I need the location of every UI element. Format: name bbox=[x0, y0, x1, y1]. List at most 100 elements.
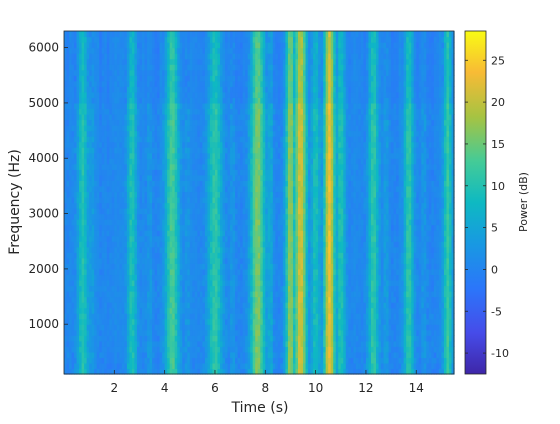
heatmap-cell bbox=[252, 174, 256, 181]
heatmap-cell bbox=[104, 58, 108, 65]
heatmap-cell bbox=[126, 53, 131, 60]
heatmap-cell bbox=[147, 75, 151, 82]
heatmap-cell bbox=[79, 64, 83, 71]
heatmap-cell bbox=[116, 196, 120, 204]
heatmap-cell bbox=[192, 42, 196, 49]
heatmap-cell bbox=[111, 307, 115, 314]
heatmap-cell bbox=[86, 357, 90, 364]
heatmap-cell bbox=[235, 230, 239, 237]
heatmap-cell bbox=[129, 368, 133, 375]
heatmap-cell bbox=[126, 241, 131, 248]
heatmap-cell bbox=[250, 279, 254, 287]
heatmap-cell bbox=[260, 257, 264, 264]
heatmap-cell bbox=[101, 97, 105, 104]
heatmap-cell bbox=[84, 340, 88, 347]
heatmap-cell bbox=[194, 285, 198, 292]
heatmap-cell bbox=[204, 268, 209, 276]
heatmap-cell bbox=[121, 91, 125, 98]
heatmap-cell bbox=[255, 169, 259, 176]
heatmap-cell bbox=[242, 169, 246, 176]
heatmap-cell bbox=[257, 141, 261, 148]
heatmap-cell bbox=[207, 313, 211, 320]
heatmap-cell bbox=[245, 174, 249, 181]
heatmap-cell bbox=[235, 252, 239, 259]
heatmap-cell bbox=[111, 230, 115, 237]
heatmap-cell bbox=[86, 97, 90, 104]
heatmap-cell bbox=[194, 318, 198, 325]
heatmap-cell bbox=[149, 97, 153, 104]
heatmap-cell bbox=[94, 302, 98, 309]
heatmap-cell bbox=[116, 263, 120, 270]
heatmap-cell bbox=[204, 136, 209, 143]
heatmap-cell bbox=[202, 80, 206, 87]
heatmap-cell bbox=[131, 274, 136, 281]
heatmap-cell bbox=[209, 307, 214, 314]
heatmap-cell bbox=[164, 202, 168, 209]
heatmap-cell bbox=[250, 235, 254, 242]
heatmap-cell bbox=[147, 119, 151, 126]
heatmap-cell bbox=[220, 53, 224, 60]
heatmap-cell bbox=[84, 36, 88, 43]
heatmap-cell bbox=[139, 263, 143, 270]
heatmap-cell bbox=[111, 208, 115, 215]
heatmap-cell bbox=[79, 351, 83, 358]
heatmap-cell bbox=[189, 279, 193, 287]
heatmap-cell bbox=[262, 75, 266, 82]
heatmap-cell bbox=[184, 125, 188, 132]
heatmap-cell bbox=[99, 69, 103, 76]
heatmap-cell bbox=[126, 91, 131, 98]
heatmap-cell bbox=[76, 368, 80, 375]
heatmap-cell bbox=[192, 362, 196, 370]
heatmap-cell bbox=[237, 307, 241, 314]
heatmap-cell bbox=[179, 208, 183, 215]
heatmap-cell bbox=[81, 152, 85, 159]
heatmap-cell bbox=[217, 213, 221, 220]
heatmap-cell bbox=[142, 97, 146, 104]
heatmap-cell bbox=[177, 235, 181, 242]
heatmap-cell bbox=[149, 362, 153, 370]
heatmap-cell bbox=[71, 169, 75, 176]
heatmap-cell bbox=[71, 102, 75, 110]
heatmap-cell bbox=[162, 113, 166, 121]
heatmap-cell bbox=[96, 36, 100, 43]
heatmap-cell bbox=[252, 257, 256, 264]
heatmap-cell bbox=[154, 174, 158, 181]
heatmap-cell bbox=[177, 324, 181, 331]
heatmap-cell bbox=[197, 36, 201, 43]
heatmap-cell bbox=[174, 80, 178, 87]
heatmap-cell bbox=[235, 36, 239, 43]
heatmap-cell bbox=[245, 75, 249, 82]
heatmap-cell bbox=[157, 58, 161, 65]
heatmap-cell bbox=[101, 318, 105, 325]
heatmap-cell bbox=[257, 191, 261, 198]
heatmap-cell bbox=[121, 235, 125, 242]
heatmap-cell bbox=[154, 241, 158, 248]
heatmap-cell bbox=[169, 224, 173, 231]
heatmap-cell bbox=[96, 42, 100, 49]
heatmap-cell bbox=[187, 113, 191, 121]
heatmap-cell bbox=[252, 291, 256, 298]
heatmap-cell bbox=[152, 125, 156, 132]
heatmap-cell bbox=[169, 318, 173, 325]
heatmap-cell bbox=[114, 230, 118, 237]
heatmap-cell bbox=[230, 274, 234, 281]
heatmap-cell bbox=[184, 318, 188, 325]
heatmap-cell bbox=[124, 174, 128, 181]
heatmap-cell bbox=[255, 102, 259, 110]
heatmap-cell bbox=[91, 136, 95, 143]
heatmap-cell bbox=[182, 53, 186, 60]
heatmap-cell bbox=[197, 340, 201, 347]
heatmap-cell bbox=[202, 224, 206, 231]
heatmap-cell bbox=[134, 191, 138, 198]
heatmap-cell bbox=[126, 219, 131, 226]
heatmap-cell bbox=[64, 80, 68, 87]
heatmap-cell bbox=[114, 158, 118, 165]
heatmap-cell bbox=[116, 185, 120, 193]
heatmap-cell bbox=[245, 362, 249, 370]
heatmap-cell bbox=[247, 368, 251, 375]
heatmap-cell bbox=[142, 208, 146, 215]
heatmap-cell bbox=[96, 296, 100, 303]
heatmap-cell bbox=[227, 285, 231, 292]
heatmap-cell bbox=[260, 136, 264, 143]
heatmap-cell bbox=[131, 80, 136, 87]
